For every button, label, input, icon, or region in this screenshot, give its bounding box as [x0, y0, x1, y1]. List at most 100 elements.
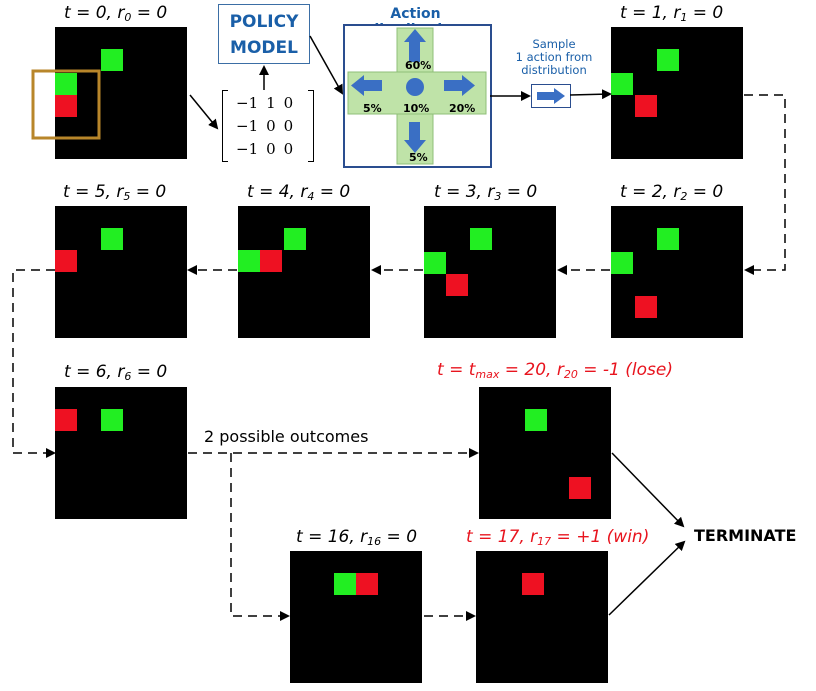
- label-subscript: 0: [124, 11, 132, 24]
- label-text: = 0: [131, 362, 168, 382]
- action-distribution-box: 60% 5% 10% 20% 5%: [343, 24, 492, 168]
- label-text: t = 0, r: [64, 3, 125, 23]
- green-square: [611, 73, 633, 95]
- green-square: [334, 573, 356, 595]
- label-subscript: 20: [563, 368, 578, 381]
- matrix-cell: −1: [236, 116, 259, 135]
- label-text: t = 6, r: [64, 362, 125, 382]
- right-arrow-icon: [444, 75, 475, 96]
- prob-down: 5%: [409, 151, 428, 164]
- label-text: = 20, r: [499, 360, 564, 380]
- label-t0: t = 0, r0 = 0: [64, 3, 167, 24]
- down-arrow-icon: [404, 122, 426, 153]
- arrow-frame-to-matrix: [189, 94, 219, 130]
- label-t6: t = 6, r6 = 0: [64, 362, 167, 383]
- stay-dot-icon: [406, 78, 424, 96]
- matrix-bracket-right: [308, 90, 314, 162]
- label-text: = 0: [381, 527, 418, 547]
- label-t20: t = tmax = 20, r20 = -1 (lose): [437, 360, 673, 381]
- red-square: [522, 573, 544, 595]
- label-text: = 0: [687, 182, 724, 202]
- prob-right: 20%: [449, 102, 476, 115]
- prob-up: 60%: [405, 59, 432, 72]
- frame-t6: [55, 387, 187, 519]
- matrix-cell: 0: [283, 116, 294, 135]
- matrix-cell: 0: [283, 139, 294, 158]
- sample-line1: Sample: [532, 37, 576, 51]
- label-t2: t = 2, r2 = 0: [620, 182, 723, 203]
- green-square: [101, 49, 123, 71]
- arrow-policy-to-distribution: [309, 35, 343, 95]
- label-text: = 0: [687, 3, 724, 23]
- green-square: [611, 252, 633, 274]
- label-t4: t = 4, r4 = 0: [247, 182, 350, 203]
- label-t3: t = 3, r3 = 0: [434, 182, 537, 203]
- terminate-label: TERMINATE: [694, 526, 797, 545]
- frame-t4: [238, 206, 370, 338]
- matrix-cell: 0: [266, 139, 276, 158]
- label-text: t = 4, r: [247, 182, 308, 202]
- green-square: [101, 228, 123, 250]
- sample-caption: Sample 1 action from distribution: [512, 38, 596, 77]
- prob-stay: 10%: [403, 102, 430, 115]
- label-t1: t = 1, r1 = 0: [620, 3, 723, 24]
- policy-model-line1: POLICY: [229, 12, 299, 32]
- frame-t17: [476, 551, 608, 683]
- frame-t2: [611, 206, 743, 338]
- matrix-cell: 1: [266, 93, 276, 112]
- red-square: [635, 296, 657, 318]
- policy-model-box: POLICY MODEL: [218, 4, 310, 64]
- label-text: = 0: [501, 182, 538, 202]
- label-subscript: 1: [680, 11, 688, 24]
- green-square: [101, 409, 123, 431]
- up-arrow-icon: [404, 29, 426, 62]
- label-text: t = 5, r: [63, 182, 124, 202]
- label-text: = 0: [130, 182, 167, 202]
- frame-t5: [55, 206, 187, 338]
- label-text: t = 16, r: [296, 527, 368, 547]
- matrix-cell: −1: [236, 139, 259, 158]
- label-text: t = 3, r: [434, 182, 495, 202]
- label-text: t = t: [437, 360, 476, 380]
- red-square: [569, 477, 591, 499]
- label-subscript: max: [475, 368, 500, 381]
- frame-t16: [290, 551, 422, 683]
- dashed-t5-to-t6: [12, 269, 56, 458]
- green-square: [525, 409, 547, 431]
- observation-matrix: −1 1 0 −1 0 0 −1 0 0: [222, 90, 314, 162]
- matrix-bracket-left: [222, 90, 228, 162]
- matrix-cell: 0: [283, 93, 294, 112]
- green-square: [284, 228, 306, 250]
- matrix-cell: 0: [266, 116, 276, 135]
- red-square: [55, 250, 77, 272]
- sampled-action-box: [531, 84, 571, 108]
- sample-line2: 1 action from: [515, 50, 593, 64]
- red-square: [260, 250, 282, 272]
- prob-left: 5%: [363, 102, 382, 115]
- label-subscript: 4: [307, 190, 315, 203]
- label-subscript: 16: [367, 535, 382, 548]
- red-square: [55, 95, 77, 117]
- green-square: [657, 228, 679, 250]
- observation-highlight-box: [31, 69, 101, 140]
- frame-t1: [611, 27, 743, 159]
- label-text: t = 1, r: [620, 3, 681, 23]
- label-text: = 0: [131, 3, 168, 23]
- label-subscript: 17: [537, 535, 552, 548]
- arrow-t20-to-terminate: [611, 452, 685, 528]
- sampled-right-arrow-icon: [537, 88, 565, 104]
- label-t5: t = 5, r5 = 0: [63, 182, 166, 203]
- label-t16: t = 16, r16 = 0: [296, 527, 417, 548]
- policy-model-line2: MODEL: [230, 38, 298, 58]
- label-text: = -1 (lose): [577, 360, 673, 380]
- green-square: [238, 250, 260, 272]
- label-text: t = 2, r: [620, 182, 681, 202]
- label-text: = +1 (win): [551, 527, 650, 547]
- label-text: = 0: [314, 182, 351, 202]
- outcomes-label: 2 possible outcomes: [204, 427, 369, 446]
- matrix-table: −1 1 0 −1 0 0 −1 0 0: [232, 91, 297, 160]
- label-t17: t = 17, r17 = +1 (win): [466, 527, 649, 548]
- green-square: [470, 228, 492, 250]
- red-square: [356, 573, 378, 595]
